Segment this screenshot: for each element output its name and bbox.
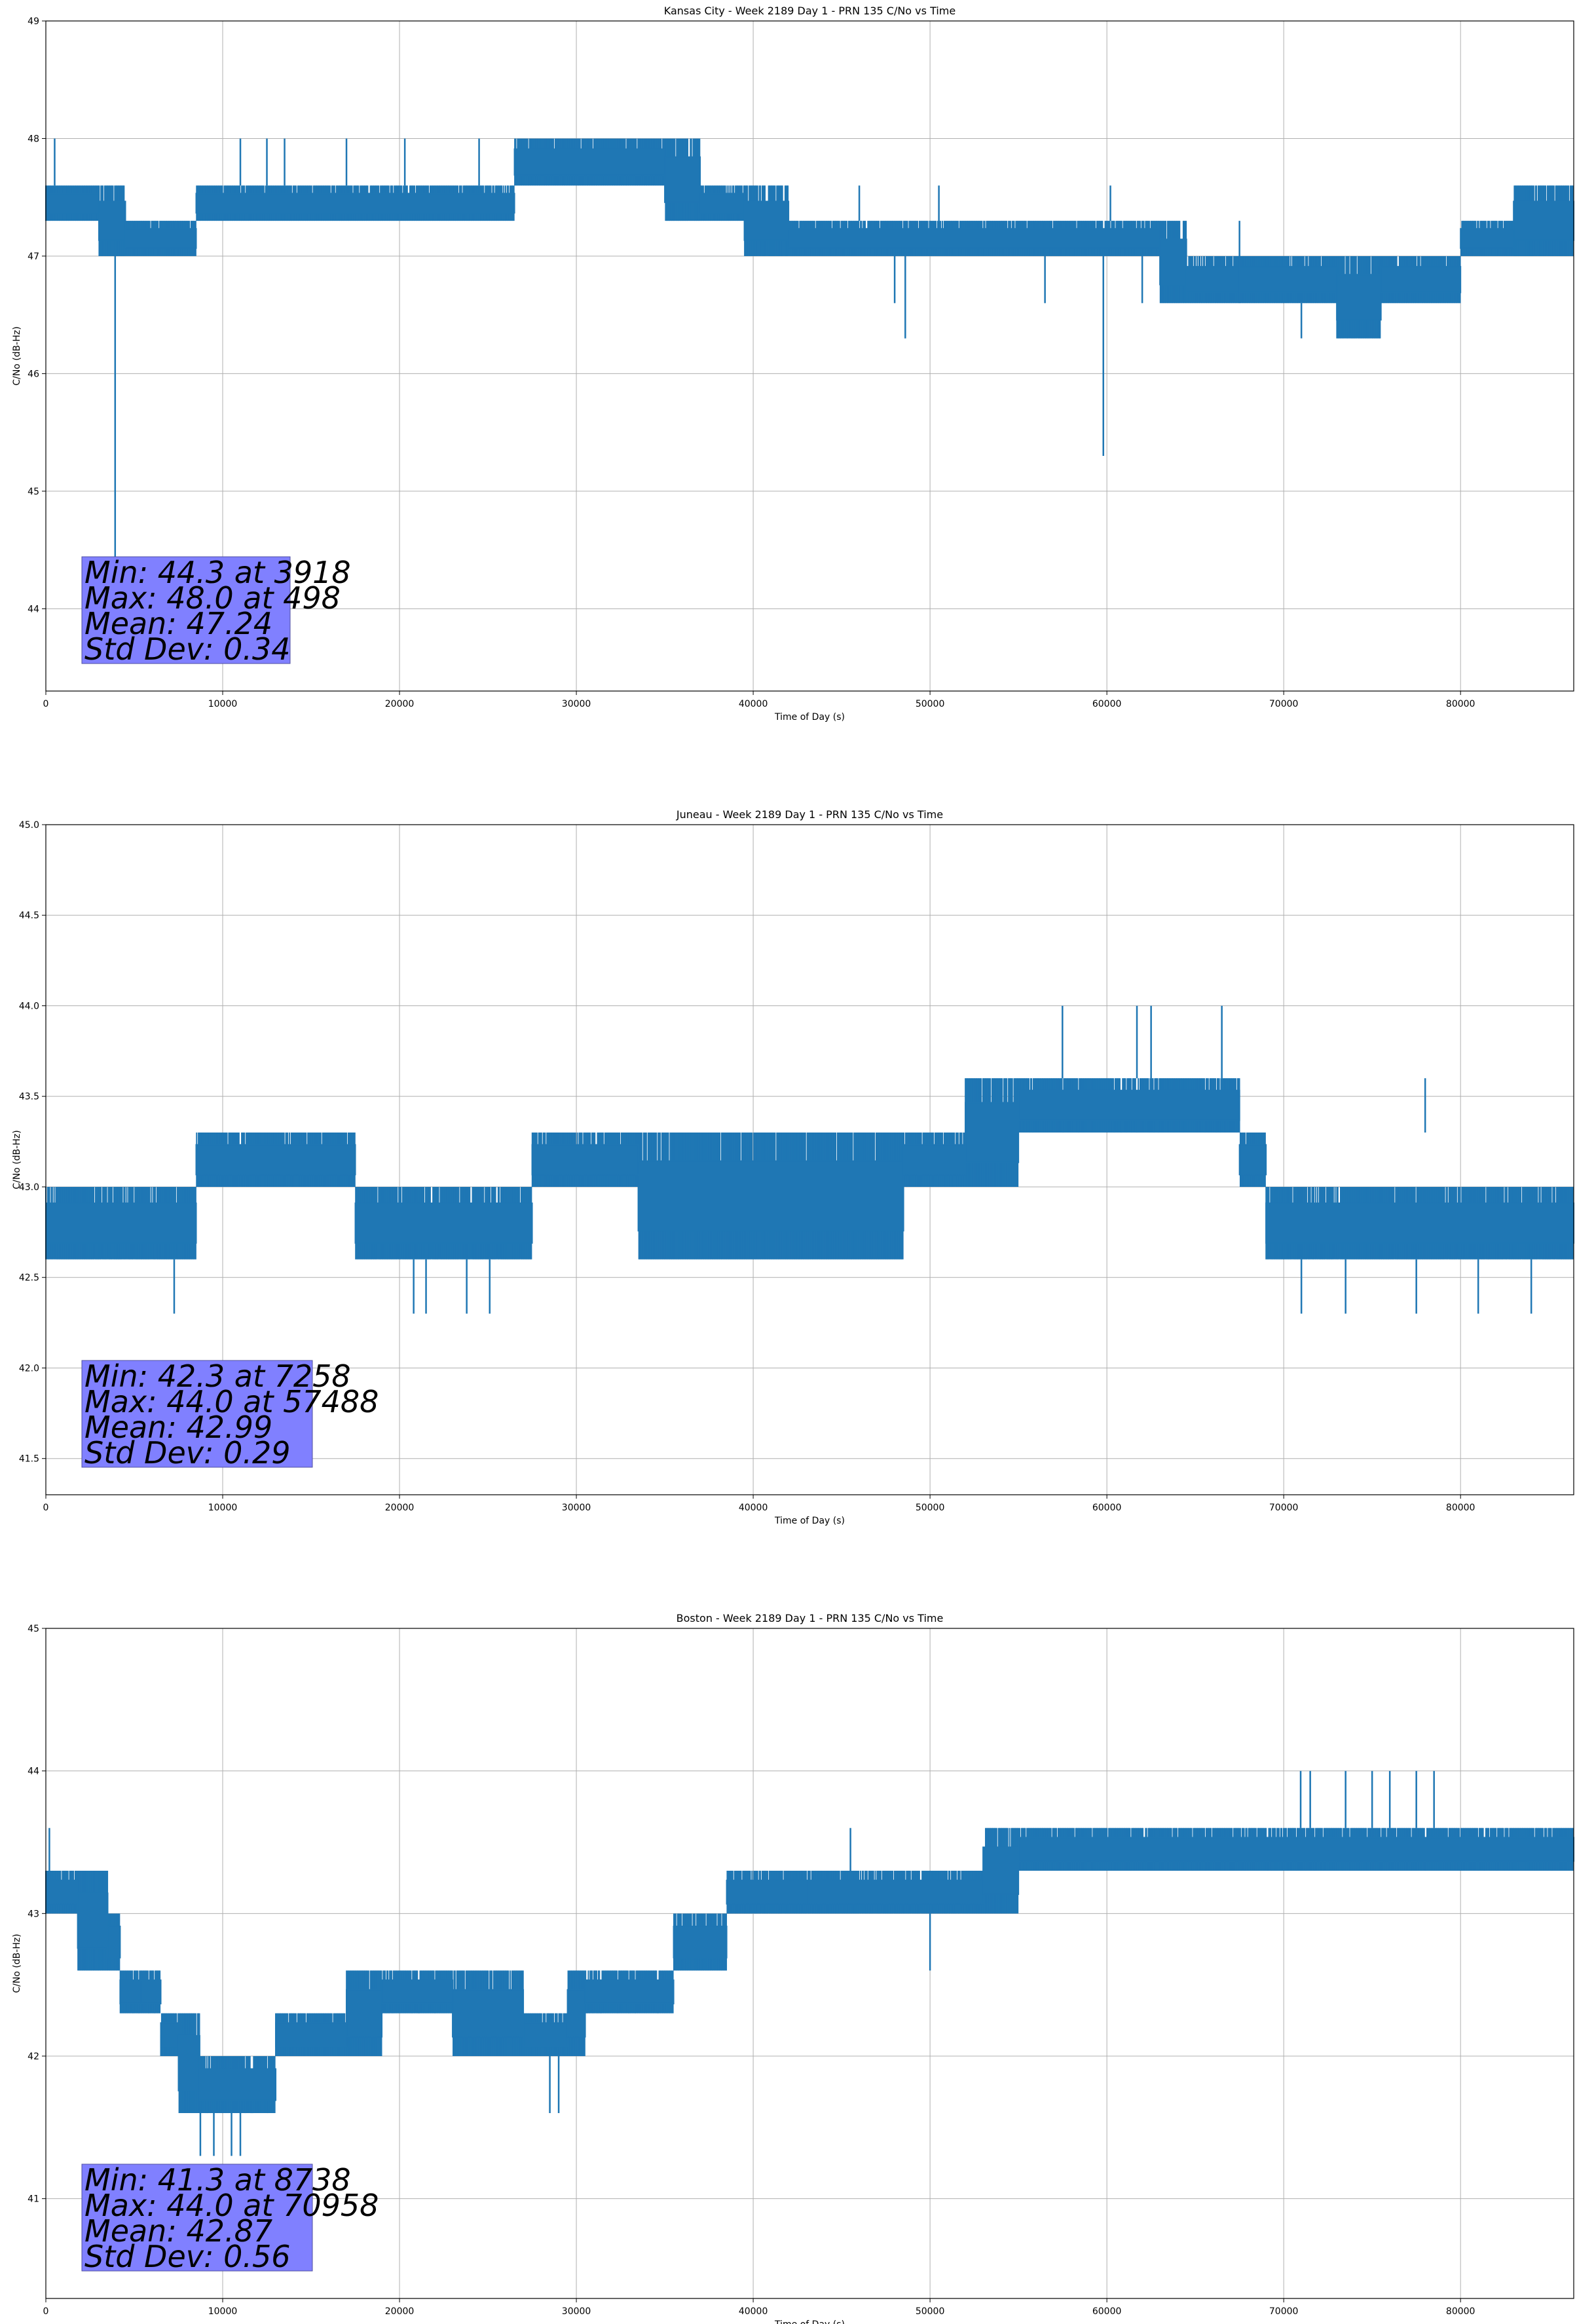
trace-band xyxy=(902,1144,967,1176)
stats-line: Std Dev: 0.29 xyxy=(84,1435,291,1471)
trace-band xyxy=(354,1202,533,1244)
stats-line: Min: 44.3 at 3918 xyxy=(84,555,351,590)
trace-band xyxy=(1513,200,1575,241)
y-tick-label: 44 xyxy=(28,604,39,614)
trace-band xyxy=(1159,238,1187,286)
x-tick-label: 0 xyxy=(43,699,49,709)
y-axis-label: C/No (dB-Hz) xyxy=(12,1130,22,1189)
x-axis-label: Time of Day (s) xyxy=(774,1516,845,1526)
cno-spikes xyxy=(173,1005,1532,1314)
y-tick-label: 46 xyxy=(28,369,39,379)
cno-trace xyxy=(45,138,1575,339)
trace-band xyxy=(45,1202,197,1244)
y-tick-label: 44.5 xyxy=(19,910,39,921)
stats-line: Max: 44.0 at 57488 xyxy=(84,1384,379,1419)
y-tick-label: 41.5 xyxy=(19,1454,39,1465)
y-tick-label: 43.5 xyxy=(19,1092,39,1102)
trace-band xyxy=(1018,1089,1240,1121)
y-tick-label: 45.0 xyxy=(19,820,39,831)
axes-frame xyxy=(45,20,1574,692)
chart-title: Kansas City - Week 2189 Day 1 - PRN 135 … xyxy=(664,5,955,17)
chart-panel-3: 0 10000 20000 30000 40000 50000 60000 70000 8000… xyxy=(12,1612,1574,2324)
trace-band xyxy=(195,193,515,214)
stats-line: Mean: 47.24 xyxy=(84,606,272,641)
x-tick-label: 60000 xyxy=(1092,699,1122,709)
x-tick-label: 10000 xyxy=(208,699,238,709)
trace-band xyxy=(1380,266,1462,293)
y-tick-label: 43.0 xyxy=(19,1182,39,1193)
trace-band xyxy=(98,200,126,241)
x-tick-label: 0 xyxy=(43,1503,49,1513)
x-tick-label: 20000 xyxy=(385,1503,415,1513)
x-tick-label: 50000 xyxy=(916,1503,945,1513)
y-axis-label: C/No (dB-Hz) xyxy=(12,326,22,385)
chart-panel-2: 0 10000 20000 30000 40000 50000 60000 70000 8000… xyxy=(12,808,1574,1526)
x-tick-label: 80000 xyxy=(1446,699,1475,709)
stats-line: Max: 48.0 at 498 xyxy=(84,580,341,616)
y-tick-label: 48 xyxy=(28,134,39,144)
trace-band xyxy=(1336,274,1382,321)
stats-line: Min: 42.3 at 7258 xyxy=(84,1359,351,1394)
trace-band xyxy=(1238,1144,1267,1176)
axes-frame xyxy=(45,824,1574,1495)
chart-title: Juneau - Week 2189 Day 1 - PRN 135 C/No … xyxy=(676,808,943,821)
trace-band xyxy=(743,200,790,241)
x-tick-label: 10000 xyxy=(208,1503,238,1513)
trace-band xyxy=(45,193,100,214)
trace-band xyxy=(195,1144,356,1176)
trace-band xyxy=(1185,266,1338,293)
y-tick-label: 42.5 xyxy=(19,1273,39,1283)
x-tick-label: 80000 xyxy=(1446,1503,1475,1513)
stats-line: Std Dev: 0.34 xyxy=(84,631,291,667)
stats-line: Mean: 42.99 xyxy=(84,1410,272,1445)
x-tick-label: 30000 xyxy=(562,1503,591,1513)
x-tick-label: 40000 xyxy=(739,1503,768,1513)
stats-box-background xyxy=(81,556,291,664)
y-tick-label: 45 xyxy=(28,487,39,497)
trace-band xyxy=(531,1144,639,1176)
x-tick-label: 30000 xyxy=(562,699,591,709)
stats-box-background xyxy=(81,1360,313,1468)
trace-band xyxy=(788,228,1161,249)
trace-band xyxy=(124,228,197,249)
trace-band xyxy=(965,1102,1020,1163)
chart-panel-1: 0 10000 20000 30000 40000 50000 60000 70000 8000… xyxy=(12,5,1575,722)
cno-trace xyxy=(45,1827,1574,2114)
cno-trace xyxy=(45,1078,1574,1260)
x-axis-label: Time of Day (s) xyxy=(774,712,845,722)
cno-spikes xyxy=(54,138,1303,574)
trace-band xyxy=(637,1160,904,1232)
x-tick-label: 20000 xyxy=(385,699,415,709)
trace-band xyxy=(513,148,666,176)
trace-band xyxy=(1460,228,1515,249)
trace-band xyxy=(664,156,701,203)
x-tick-label: 40000 xyxy=(739,699,768,709)
trace-band xyxy=(1265,1202,1574,1244)
x-tick-label: 50000 xyxy=(916,699,945,709)
x-tick-label: 60000 xyxy=(1092,1503,1122,1513)
y-tick-label: 42.0 xyxy=(19,1363,39,1374)
x-tick-label: 70000 xyxy=(1269,699,1299,709)
y-tick-label: 49 xyxy=(28,16,39,27)
y-tick-label: 47 xyxy=(28,252,39,262)
y-tick-label: 44.0 xyxy=(19,1001,39,1011)
trace-band xyxy=(699,193,745,214)
x-tick-label: 70000 xyxy=(1269,1503,1299,1513)
